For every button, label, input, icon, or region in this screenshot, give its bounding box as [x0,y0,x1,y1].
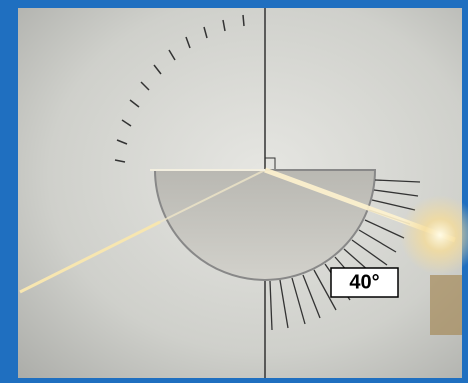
light-box [430,275,462,335]
upper-scale [114,14,245,163]
angle-label-box [330,267,399,298]
ray-in-glass [159,169,266,223]
incident-ray [19,220,161,294]
light-source-glow [400,195,468,275]
angle-label: 40° [349,271,379,293]
